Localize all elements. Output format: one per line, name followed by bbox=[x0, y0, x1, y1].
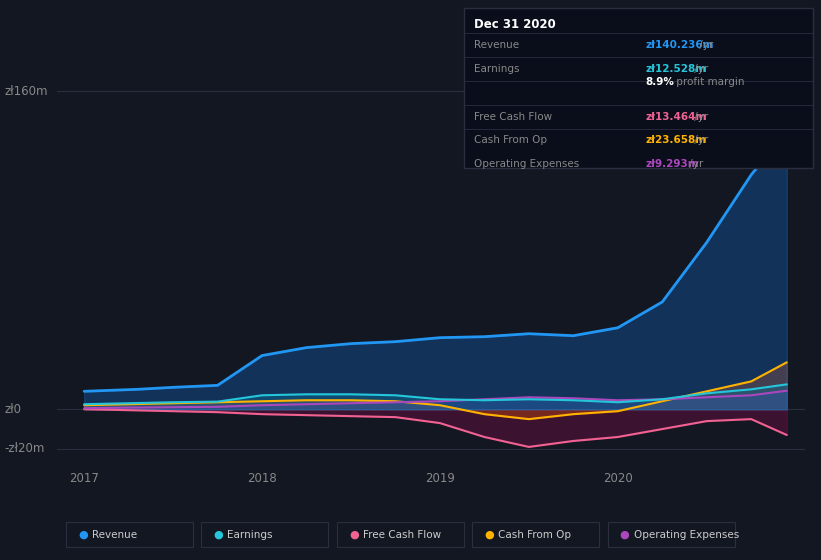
Text: Earnings: Earnings bbox=[227, 530, 273, 540]
Text: Cash From Op: Cash From Op bbox=[498, 530, 571, 540]
Text: Free Cash Flow: Free Cash Flow bbox=[363, 530, 441, 540]
Text: /yr: /yr bbox=[691, 64, 709, 74]
Text: zł23.658m: zł23.658m bbox=[645, 136, 706, 146]
Text: zł140.236m: zł140.236m bbox=[645, 40, 713, 50]
Text: Free Cash Flow: Free Cash Flow bbox=[474, 111, 552, 122]
Text: zł9.293m: zł9.293m bbox=[645, 160, 699, 170]
Text: /yr: /yr bbox=[696, 40, 713, 50]
Text: /yr: /yr bbox=[686, 160, 704, 170]
Text: /yr: /yr bbox=[691, 136, 709, 146]
Text: ●: ● bbox=[78, 530, 88, 540]
Text: -zł20m: -zł20m bbox=[4, 442, 44, 455]
Text: Dec 31 2020: Dec 31 2020 bbox=[474, 17, 556, 31]
Text: ●: ● bbox=[349, 530, 359, 540]
Text: zł12.528m: zł12.528m bbox=[645, 64, 706, 74]
Text: ●: ● bbox=[620, 530, 630, 540]
Text: ●: ● bbox=[213, 530, 223, 540]
Text: /yr: /yr bbox=[691, 111, 709, 122]
Text: Revenue: Revenue bbox=[474, 40, 519, 50]
Text: Operating Expenses: Operating Expenses bbox=[474, 160, 579, 170]
Text: Revenue: Revenue bbox=[92, 530, 137, 540]
Text: zł160m: zł160m bbox=[4, 85, 48, 98]
Text: zł0: zł0 bbox=[4, 403, 21, 416]
Text: 8.9%: 8.9% bbox=[645, 77, 674, 87]
Text: Cash From Op: Cash From Op bbox=[474, 136, 547, 146]
Text: Operating Expenses: Operating Expenses bbox=[634, 530, 739, 540]
Text: profit margin: profit margin bbox=[673, 77, 745, 87]
Text: zł13.464m: zł13.464m bbox=[645, 111, 707, 122]
Text: Earnings: Earnings bbox=[474, 64, 519, 74]
Text: ●: ● bbox=[484, 530, 494, 540]
